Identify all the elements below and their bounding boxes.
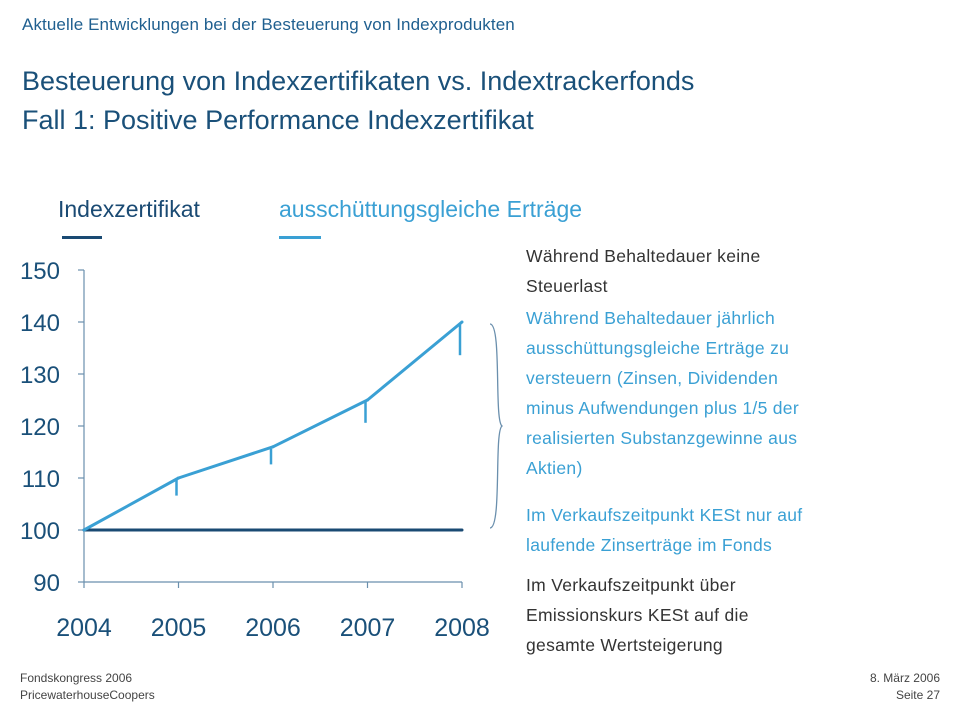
note-no-tax: Während Behaltedauer keine Steuerlast (526, 241, 760, 301)
footer-right: 8. März 2006 Seite 27 (870, 670, 940, 704)
y-tick-label: 100 (20, 518, 60, 545)
note-line: laufende Zinserträge im Fonds (526, 535, 773, 555)
legend-label-ertraege: ausschüttungsgleiche Erträge (279, 196, 583, 222)
data-point (366, 398, 369, 402)
note-line: Emissionskurs KESt auf die (526, 605, 749, 625)
legend-swatch-ertraege (279, 236, 321, 239)
curly-brace (489, 323, 504, 529)
footer-date: 8. März 2006 (869, 671, 940, 685)
y-tick-label: 150 (20, 258, 60, 285)
note-line: versteuern (Zinsen, Dividenden (526, 368, 779, 388)
note-line: gesamte Wertsteigerung (526, 635, 723, 655)
note-line: realisierten Substanzgewinne aus (526, 428, 798, 448)
section-caption: Aktuelle Entwicklungen bei der Besteueru… (22, 15, 515, 34)
title-line-1: Besteuerung von Indexzertifikaten vs. In… (22, 66, 695, 96)
footer-page: Seite 27 (895, 688, 940, 702)
note-sale-kest-certificate: Im Verkaufszeitpunkt über Emissionskurs … (526, 570, 749, 660)
note-line: Steuerlast (526, 276, 608, 296)
y-tick-label: 130 (20, 362, 60, 389)
data-point (177, 476, 180, 480)
footer-left: Fondskongress 2006 PricewaterhouseCooper… (20, 670, 155, 704)
data-point (460, 320, 464, 324)
footer-event: Fondskongress 2006 (20, 671, 133, 685)
note-line: Im Verkaufszeitpunkt über (526, 575, 736, 595)
data-point (177, 528, 180, 532)
x-tick-label: 2005 (151, 614, 207, 642)
note-annual-tax: Während Behaltedauer jährlich ausschüttu… (526, 303, 799, 483)
y-tick-label: 90 (33, 570, 60, 597)
note-sale-kest-fund: Im Verkaufszeitpunkt KESt nur auf laufen… (526, 500, 802, 560)
legend-label-indexzertifikat: Indexzertifikat (58, 196, 200, 222)
data-point (271, 445, 275, 449)
footer-company: PricewaterhouseCoopers (20, 688, 155, 702)
data-point (460, 528, 464, 532)
y-tick-label: 120 (20, 414, 60, 441)
series-line-ertraege (83, 320, 463, 532)
note-line: Aktien) (526, 458, 583, 478)
data-point (366, 528, 369, 532)
title-line-2: Fall 1: Positive Performance Indexzertif… (22, 105, 534, 135)
note-line: Während Behaltedauer keine (526, 246, 761, 266)
note-line: minus Aufwendungen plus 1/5 der (526, 398, 799, 418)
x-tick-label: 2004 (56, 614, 112, 642)
note-line: ausschüttungsgleiche Erträge zu (526, 338, 790, 358)
x-tick-label: 2007 (340, 614, 396, 642)
x-tick-label: 2008 (434, 614, 490, 642)
y-tick-label: 140 (20, 310, 60, 337)
legend-swatch-indexzertifikat (62, 236, 102, 239)
data-point (271, 528, 275, 532)
y-tick-label: 110 (22, 466, 60, 493)
note-line: Im Verkaufszeitpunkt KESt nur auf (526, 505, 803, 525)
x-tick-label: 2006 (245, 614, 301, 642)
data-point (82, 528, 86, 532)
note-line: Während Behaltedauer jährlich (526, 308, 775, 328)
page-title: Besteuerung von Indexzertifikaten vs. In… (22, 62, 694, 140)
